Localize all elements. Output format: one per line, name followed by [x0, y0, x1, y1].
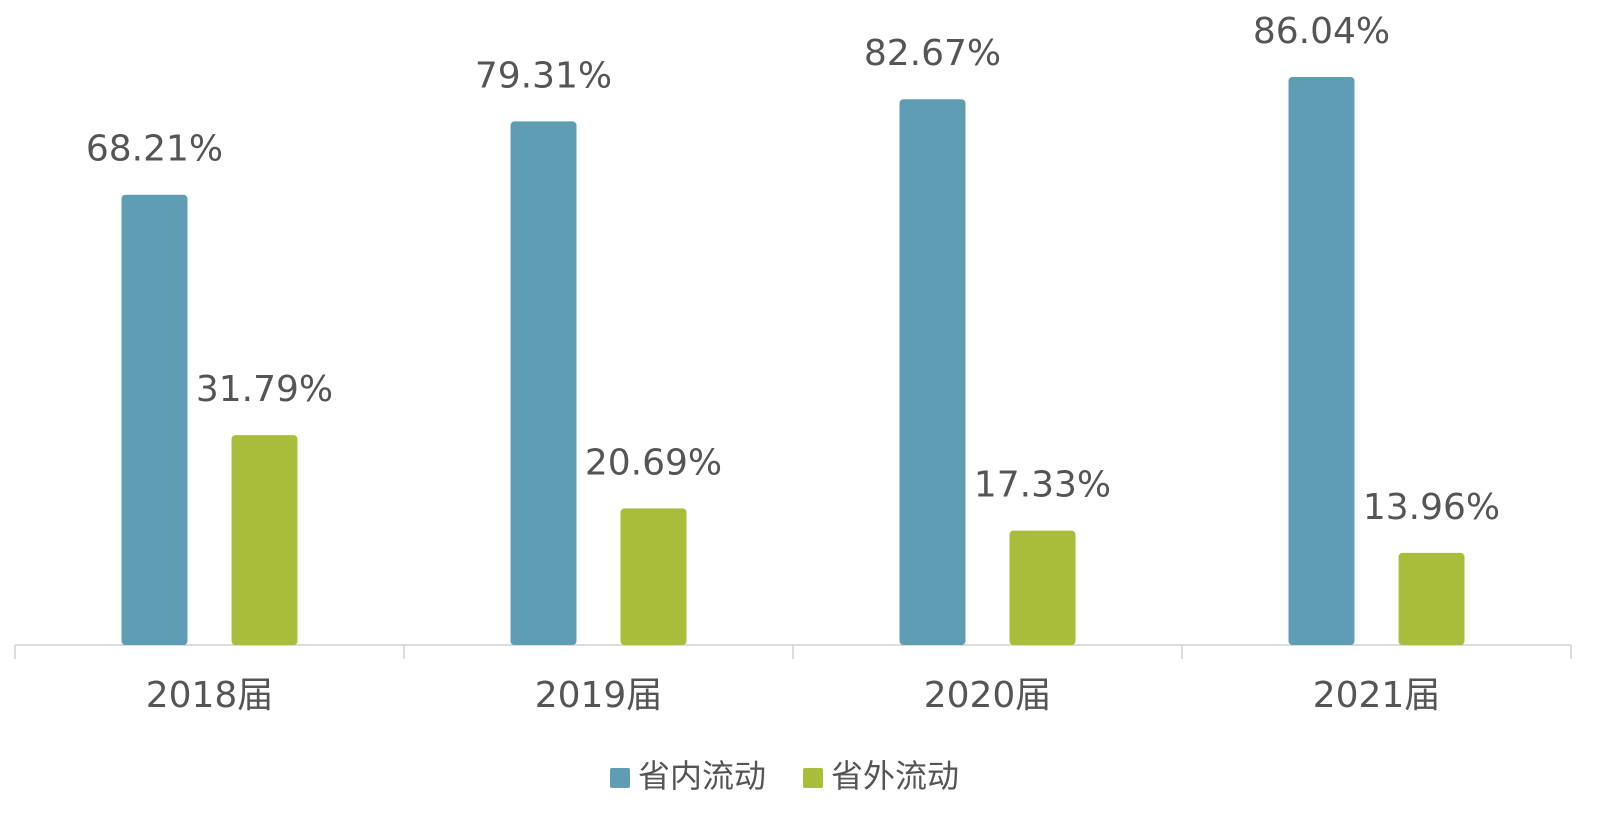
value-label: 79.31% [475, 55, 612, 96]
value-label: 82.67% [864, 33, 1001, 74]
value-label: 31.79% [196, 369, 333, 410]
value-label: 17.33% [974, 465, 1111, 506]
value-label: 86.04% [1253, 11, 1390, 52]
bar [1288, 77, 1355, 645]
value-label: 13.96% [1363, 487, 1500, 528]
bar [899, 99, 966, 646]
x-tick-label: 2019届 [535, 675, 663, 716]
value-label: 68.21% [86, 129, 223, 170]
bar [620, 508, 687, 645]
x-tick-label: 2021届 [1313, 675, 1441, 716]
x-tick-label: 2018届 [146, 675, 274, 716]
x-tick-label: 2020届 [924, 675, 1052, 716]
bar [510, 121, 577, 645]
legend-swatch [803, 768, 823, 788]
legend-label: 省外流动 [831, 757, 959, 795]
bar [1398, 552, 1465, 645]
value-label: 20.69% [585, 442, 722, 483]
bar [1009, 530, 1076, 645]
legend-swatch [610, 768, 630, 788]
bar [231, 435, 298, 645]
bar [121, 194, 188, 645]
legend-label: 省内流动 [638, 757, 766, 795]
